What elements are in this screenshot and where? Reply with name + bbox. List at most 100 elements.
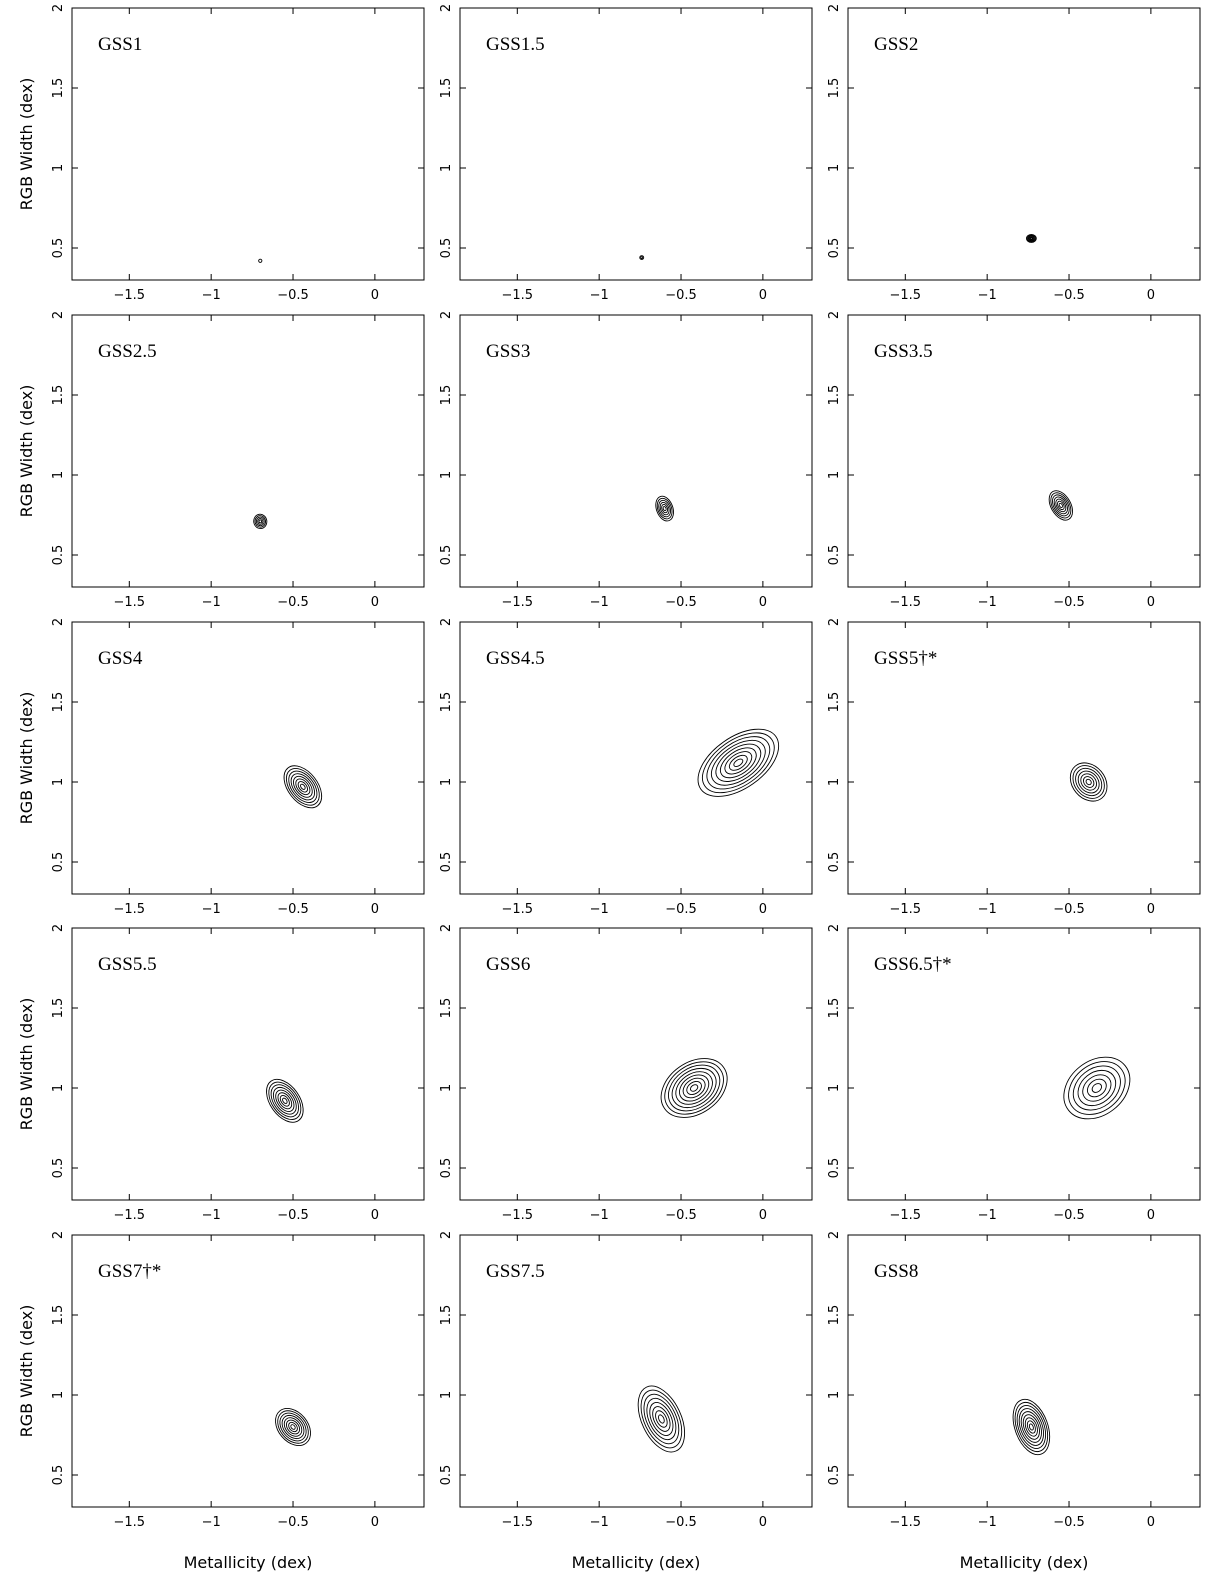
contour-level (279, 1412, 307, 1442)
x-tick-label: −1 (978, 1208, 997, 1223)
contour-level (690, 1084, 699, 1092)
contour-level (1080, 773, 1097, 791)
y-tick-label: 0.5 (51, 1465, 66, 1486)
y-tick-label: 1 (51, 471, 66, 479)
x-tick-label: −1.5 (890, 595, 922, 610)
y-tick-label: 0.5 (439, 1465, 454, 1486)
y-axis-title: RGB Width (dex) (17, 78, 36, 211)
x-tick-label: −1 (978, 1515, 997, 1530)
panel-5: −1.5 −1 −0.5 0 0.5 1 1.5 2 GSS3 (439, 311, 813, 610)
y-tick-label: 1 (439, 471, 454, 479)
y-tick-label: 1 (51, 1084, 66, 1092)
x-tick-label: 0 (759, 1515, 767, 1530)
x-tick-label: −1 (202, 1208, 221, 1223)
y-tick-label: 0.5 (827, 852, 842, 873)
y-axis-title: RGB Width (dex) (17, 692, 36, 825)
y-tick-label: 1 (827, 778, 842, 786)
contour-level (285, 767, 320, 806)
plot-frame (459, 927, 813, 1201)
x-tick-label: −1 (978, 288, 997, 303)
contour-level (682, 1077, 706, 1099)
contour-level (1027, 235, 1036, 242)
contour-level (661, 504, 669, 514)
y-tick-label: 2 (51, 311, 66, 319)
panel-14: −1.5 −1 −0.5 0 0.5 1 1.5 2 GSS7.5 (439, 1231, 813, 1530)
y-tick-label: 0.5 (51, 1158, 66, 1179)
contour-level (1050, 492, 1072, 519)
y-tick-label: 0.5 (827, 1158, 842, 1179)
y-axis-title: RGB Width (dex) (17, 1305, 36, 1438)
y-tick-label: 2 (439, 311, 454, 319)
y-tick-label: 1.5 (439, 1305, 454, 1326)
x-tick-label: −0.5 (665, 595, 697, 610)
contour-level (1082, 1074, 1112, 1102)
contour-level (1030, 237, 1033, 240)
x-tick-label: 0 (1147, 1515, 1155, 1530)
contour-level (668, 1064, 721, 1112)
x-tick-label: −1.5 (890, 1208, 922, 1223)
x-tick-label: −1.5 (502, 902, 534, 917)
panel-9: −1.5 −1 −0.5 0 0.5 1 1.5 2 GSS5†* (827, 618, 1201, 917)
plot-frame (459, 1234, 813, 1508)
contour-level (1026, 233, 1037, 243)
x-tick-label: −1 (202, 902, 221, 917)
panel-label: GSS1 (98, 34, 142, 55)
contour-level (655, 495, 674, 522)
contour-level (1029, 236, 1034, 241)
plot-frame (847, 314, 1201, 588)
x-tick-label: −0.5 (1053, 1515, 1085, 1530)
contour-level (277, 1410, 309, 1444)
y-tick-label: 1.5 (439, 78, 454, 99)
x-tick-label: −0.5 (277, 1515, 309, 1530)
contour-level (1077, 1069, 1117, 1107)
x-tick-label: 0 (371, 1208, 379, 1223)
y-tick-label: 0.5 (51, 852, 66, 873)
contour-level (1069, 762, 1108, 802)
plot-frame (847, 927, 1201, 1201)
contour-level (646, 1397, 677, 1441)
contour-level (293, 775, 313, 798)
contour-level (275, 1089, 295, 1112)
panel-3: −1.5 −1 −0.5 0 0.5 1 1.5 2 GSS2 (827, 4, 1201, 303)
x-tick-label: −1.5 (890, 1515, 922, 1530)
panel-12: −1.5 −1 −0.5 0 0.5 1 1.5 2 GSS6.5†* (827, 924, 1201, 1223)
panel-13: −1.5 −1 −0.5 0 0.5 1 1.5 2 GSS7†* (51, 1231, 425, 1530)
x-tick-label: 0 (759, 595, 767, 610)
y-tick-label: 1.5 (827, 385, 842, 406)
contour-level (658, 1414, 665, 1424)
y-tick-label: 1 (439, 164, 454, 172)
y-tick-label: 2 (827, 1231, 842, 1239)
x-tick-label: −1.5 (502, 1208, 534, 1223)
contour-level (728, 754, 748, 771)
contour-level (295, 778, 311, 796)
contour-level (288, 770, 318, 803)
x-tick-label: −1 (590, 1515, 609, 1530)
contour-level (679, 1074, 710, 1102)
panel-4: −1.5 −1 −0.5 0 0.5 1 1.5 2 GSS2.5 (51, 311, 425, 610)
contour-level (1018, 1408, 1044, 1446)
x-tick-label: −1.5 (114, 1208, 146, 1223)
contour-level (1057, 500, 1065, 511)
y-tick-label: 1.5 (439, 692, 454, 713)
y-tick-label: 1 (51, 1391, 66, 1399)
contour-level (640, 1389, 683, 1449)
plot-frame (459, 314, 813, 588)
x-tick-label: −1 (590, 902, 609, 917)
x-tick-label: −1.5 (114, 902, 146, 917)
panel-label: GSS1.5 (486, 34, 545, 55)
panel-15: −1.5 −1 −0.5 0 0.5 1 1.5 2 GSS8 (827, 1231, 1201, 1530)
x-tick-label: −1.5 (114, 1515, 146, 1530)
y-tick-label: 0.5 (51, 545, 66, 566)
x-tick-label: −1 (978, 902, 997, 917)
y-tick-label: 0.5 (439, 1158, 454, 1179)
y-tick-label: 0.5 (439, 852, 454, 873)
y-tick-label: 0.5 (827, 1465, 842, 1486)
y-tick-label: 0.5 (439, 545, 454, 566)
x-tick-label: −1 (202, 595, 221, 610)
y-tick-label: 1.5 (827, 998, 842, 1019)
y-tick-label: 2 (439, 4, 454, 12)
contour-level (706, 736, 771, 790)
contour-level (1016, 1405, 1047, 1449)
contour-level (1086, 1078, 1107, 1098)
contour-level (656, 497, 673, 520)
